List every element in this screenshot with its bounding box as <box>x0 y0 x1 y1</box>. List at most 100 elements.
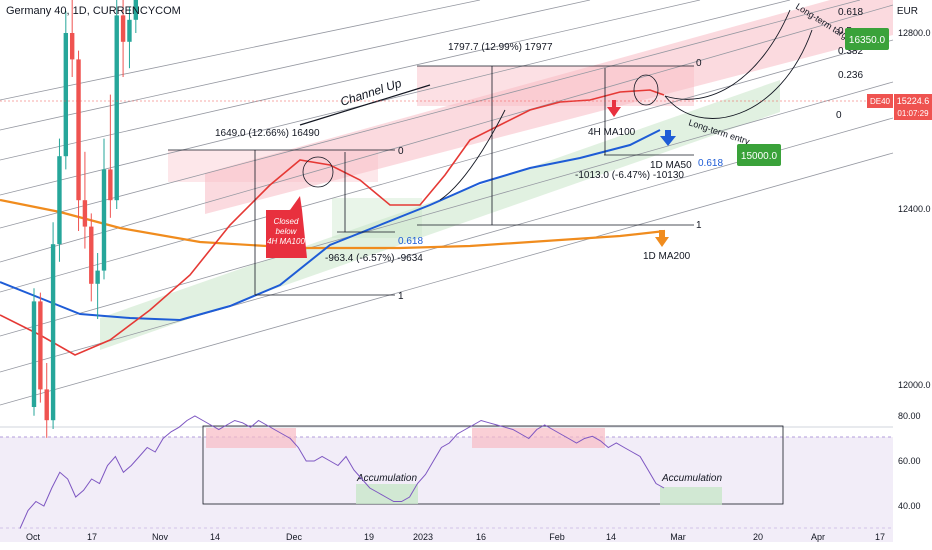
closed-below-box <box>266 196 307 258</box>
channel-line <box>0 39 894 293</box>
x-tick-label: 17 <box>875 532 885 542</box>
candle-body <box>69 33 75 60</box>
rsi-line <box>19 415 665 529</box>
fib-label: 1 <box>398 291 404 302</box>
fib-label: 0 <box>696 58 702 69</box>
move-label-2: 1797.7 (12.99%) 17977 <box>448 42 553 53</box>
ma-red-arrow <box>607 100 621 117</box>
ma-1d200-label: 1D MA200 <box>643 251 691 262</box>
closed-below-label: Closed <box>274 217 299 226</box>
entry-value-box <box>737 144 781 166</box>
candle-body <box>101 169 107 271</box>
fib-label: 0.236 <box>838 70 863 81</box>
currency-label: EUR <box>896 6 918 17</box>
projection-arrow <box>439 109 506 201</box>
channel-up-label: Channel Up <box>339 76 404 109</box>
channel-line <box>0 81 894 337</box>
ma-1d200-line <box>0 198 666 250</box>
x-tick-label: Mar <box>670 532 686 542</box>
y-tick-label: 12000.0 <box>898 380 931 390</box>
channel-line <box>0 152 894 406</box>
circle-marker <box>633 74 659 106</box>
drop-label-2: -1013.0 (-6.47%) -10130 <box>575 170 684 181</box>
candle-body <box>108 169 113 201</box>
candle-body <box>38 301 43 390</box>
x-tick-label: 20 <box>753 532 763 542</box>
candle-body <box>127 19 132 42</box>
fib-label: 0.618 <box>838 7 863 18</box>
price-tag <box>894 94 932 120</box>
ma-orange-arrow <box>655 230 669 247</box>
candle-body <box>95 270 100 284</box>
x-tick-label: Apr <box>811 532 825 542</box>
candle-body <box>82 200 88 227</box>
symbol-tag <box>867 94 893 108</box>
candle-body <box>133 0 139 20</box>
rsi-overbought-zone <box>206 428 296 448</box>
closed-below-label: below <box>276 227 298 236</box>
zone-red-box <box>417 66 694 106</box>
fib-label: 0.618 <box>398 236 423 247</box>
channel-upper-fill <box>205 0 893 214</box>
rsi-tick-label: 60.00 <box>898 456 921 466</box>
x-tick-label: 2023 <box>413 532 433 542</box>
fib-label: 0.618 <box>698 158 723 169</box>
candle-body <box>31 301 37 407</box>
fib-label: 0 <box>836 110 842 121</box>
zone-red-box-2 <box>168 150 378 182</box>
x-tick-label: Oct <box>26 532 41 542</box>
candle-body <box>76 59 81 201</box>
x-tick-label: 14 <box>606 532 616 542</box>
accumulation-label: Accumulation <box>356 473 417 484</box>
rsi-accumulation-zone <box>660 487 722 505</box>
projection-arrow <box>664 9 791 100</box>
x-tick-label: 14 <box>210 532 220 542</box>
rsi-band <box>0 437 893 542</box>
countdown-label: 01:07:29 <box>897 109 929 118</box>
candle-body <box>63 33 69 157</box>
ma-blue-arrow <box>660 130 676 146</box>
rsi-range-box <box>202 425 784 505</box>
target-value-box <box>845 28 889 50</box>
circle-marker <box>302 156 334 188</box>
x-tick-label: 17 <box>87 532 97 542</box>
rsi-overbought-zone <box>472 428 605 448</box>
candle-body <box>89 226 94 284</box>
fib-label: 1 <box>696 220 702 231</box>
y-tick-label: 12400.0 <box>898 204 931 214</box>
entry-value-label: 15000.0 <box>741 151 778 162</box>
x-tick-label: 16 <box>476 532 486 542</box>
x-tick-label: Nov <box>152 532 169 542</box>
channel-line <box>0 0 591 131</box>
channel-line <box>0 0 791 196</box>
symbol-tag-label: DE40 <box>870 97 891 106</box>
fib-label: 0.382 <box>838 46 863 57</box>
accumulation-label: Accumulation <box>661 473 722 484</box>
candles-group <box>31 0 139 438</box>
drop-label-1: -963.4 (-6.57%) -9634 <box>325 253 423 264</box>
ma-4h100-label: 4H MA100 <box>588 127 636 138</box>
target-value-label: 16350.0 <box>849 35 886 46</box>
x-tick-label: Dec <box>286 532 303 542</box>
rsi-accumulation-zone <box>356 484 418 504</box>
channel-up-arrow <box>299 84 431 126</box>
candle-body <box>114 15 119 201</box>
candle-body <box>44 389 49 421</box>
rsi-tick-label: 80.00 <box>898 411 921 421</box>
candle-body <box>120 15 126 42</box>
channel-line <box>0 4 894 263</box>
price-tag-label: 15224.6 <box>897 96 930 106</box>
chart-title: Germany 40, 1D, CURRENCYCOM <box>6 5 181 17</box>
move-label-1: 1649.0 (12.66%) 16490 <box>215 128 320 139</box>
x-tick-label: Feb <box>549 532 565 542</box>
ma-1d50-line <box>0 129 661 322</box>
fib-label: 0 <box>398 146 404 157</box>
closed-below-label: 4H MA100 <box>267 237 305 246</box>
y-tick-label: 12800.0 <box>898 28 931 38</box>
candle-body <box>50 244 56 421</box>
x-tick-label: 19 <box>364 532 374 542</box>
ma-4h100-line <box>0 89 665 356</box>
channel-line <box>0 0 861 229</box>
rsi-tick-label: 40.00 <box>898 501 921 511</box>
